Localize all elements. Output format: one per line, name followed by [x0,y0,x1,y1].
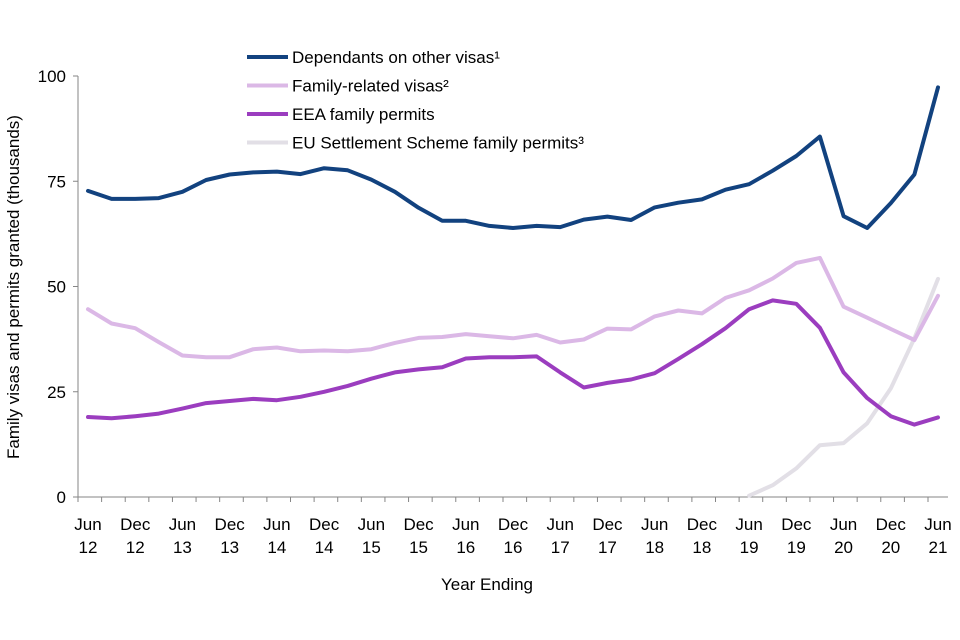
x-tick-label-year: 13 [173,538,192,557]
x-ticks: Jun 12 Dec 12 Jun 13 Dec 13 Jun 14 Dec 14 Jun 15 Dec 15… [74,497,952,557]
legend-label: EU Settlement Scheme family permits³ [292,134,584,153]
x-tick-label-month: Dec [498,515,529,534]
x-tick-label-year: 19 [787,538,806,557]
x-tick-label-month: Jun [830,515,857,534]
series-line-dependants-on-other-visas [86,85,940,230]
y-tick-label: 50 [47,278,66,297]
x-tick-label-month: Jun [263,515,290,534]
legend-label: Family-related visas² [292,77,449,96]
x-tick-label-month: Dec [876,515,907,534]
x-tick-label-year: 15 [362,538,381,557]
x-tick-label-year: 18 [692,538,711,557]
x-tick-label-month: Dec [215,515,246,534]
legend-label: EEA family permits [292,105,435,124]
x-tick-label-year: 18 [645,538,664,557]
x-tick-label-year: 14 [267,538,286,557]
y-ticks: 0 25 50 75 100 [38,67,78,507]
x-tick-label-month: Jun [641,515,668,534]
x-tick-label-year: 21 [929,538,948,557]
x-tick-label-month: Dec [687,515,718,534]
y-tick-label: 25 [47,383,66,402]
series-line-eea-family-permits [86,298,940,427]
x-tick-label-year: 17 [551,538,570,557]
x-tick-label-year: 19 [740,538,759,557]
x-tick-label-month: Jun [74,515,101,534]
x-tick-label-year: 14 [315,538,334,557]
x-tick-label-month: Jun [547,515,574,534]
x-tick-label-year: 17 [598,538,617,557]
x-tick-label-year: 16 [456,538,475,557]
legend-label: Dependants on other visas¹ [292,48,500,67]
x-axis-title: Year Ending [441,575,533,594]
x-tick-label-month: Jun [358,515,385,534]
x-tick-label-year: 15 [409,538,428,557]
y-tick-label: 0 [57,488,66,507]
series-lines [86,85,940,498]
y-axis-title: Family visas and permits granted (thousa… [4,115,23,459]
y-tick-label: 75 [47,172,66,191]
x-tick-label-month: Jun [735,515,762,534]
x-tick-label-year: 20 [881,538,900,557]
x-tick-label-year: 13 [220,538,239,557]
x-tick-label-month: Dec [120,515,151,534]
x-tick-label-year: 16 [504,538,523,557]
x-tick-label-month: Jun [452,515,479,534]
x-tick-label-year: 12 [126,538,145,557]
legend: Dependants on other visas¹ Family-related… [247,48,584,153]
y-tick-label: 100 [38,67,66,86]
x-tick-label-month: Dec [309,515,340,534]
x-tick-label-month: Dec [403,515,434,534]
x-tick-label-month: Jun [169,515,196,534]
x-tick-label-month: Dec [781,515,812,534]
series-line-eu-settlement-scheme-family-permits [747,276,940,498]
x-tick-label-month: Dec [592,515,623,534]
x-tick-label-year: 12 [79,538,98,557]
series-line-family-related-visas [86,255,940,360]
x-tick-label-month: Jun [924,515,951,534]
x-tick-label-year: 20 [834,538,853,557]
